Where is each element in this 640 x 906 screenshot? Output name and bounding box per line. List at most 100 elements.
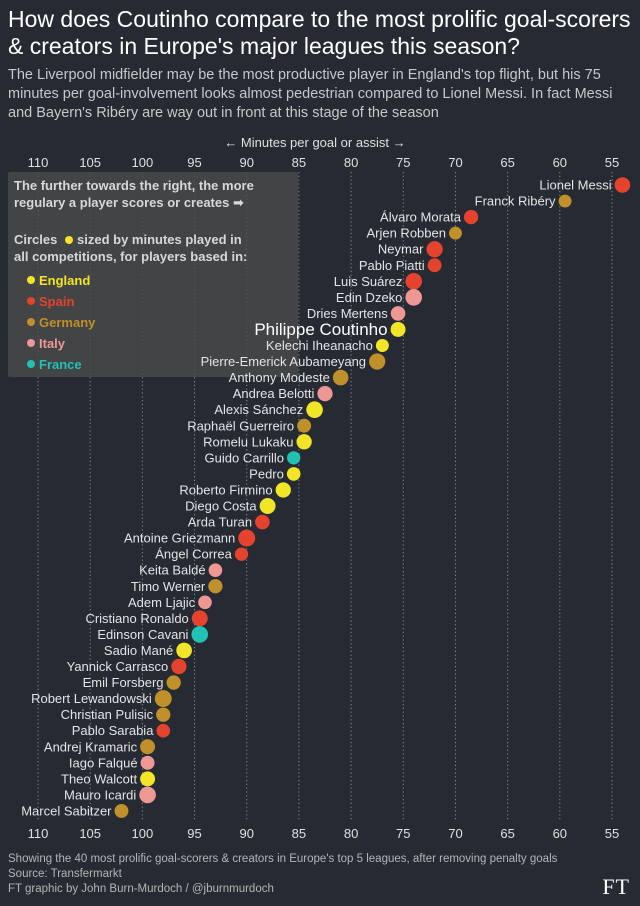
label-neymar: Neymar: [378, 242, 424, 257]
label-arda-turan: Arda Turan: [188, 515, 252, 530]
point-arda-turan: [255, 514, 270, 530]
label-philippe-coutinho: Philippe Coutinho: [254, 320, 387, 339]
legend-dot-spain: [27, 297, 35, 305]
point-christian-pulisic: [156, 707, 171, 722]
x-tick-bottom-85: 85: [292, 826, 306, 841]
point-theo-walcott: [140, 771, 156, 787]
label-diego-costa: Diego Costa: [185, 499, 257, 514]
point-kelechi-iheanacho: [375, 339, 389, 352]
legend-label-spain: Spain: [39, 294, 74, 309]
label-edinson-cavani: Edinson Cavani: [97, 627, 188, 642]
x-tick-bottom-90: 90: [239, 826, 253, 841]
legend-label-england: England: [39, 273, 90, 288]
legend-size-line-1b: sized by minutes played in: [77, 232, 242, 247]
label-franck-rib-ry: Franck Ribéry: [475, 194, 556, 209]
point-pierre-emerick-aubameyang: [369, 353, 386, 370]
point-neymar: [426, 241, 443, 258]
point-pedro: [286, 467, 301, 481]
label-romelu-lukaku: Romelu Lukaku: [203, 434, 293, 449]
point-pablo-sarabia: [156, 723, 171, 738]
label-yannick-carrasco: Yannick Carrasco: [67, 659, 169, 674]
label-anthony-modeste: Anthony Modeste: [229, 370, 330, 385]
x-tick-bottom-80: 80: [344, 826, 358, 841]
label-alexis-s-nchez: Alexis Sánchez: [214, 402, 303, 417]
label-luis-su-rez: Luis Suárez: [334, 274, 403, 289]
x-tick-top-110: 110: [28, 155, 49, 170]
point-franck-rib-ry: [558, 194, 572, 208]
x-ticks-top: 110 105 100 95 90 85 80 75 70 65 60 55: [28, 155, 620, 170]
point-romelu-lukaku: [296, 434, 312, 450]
x-tick-top-65: 65: [500, 155, 514, 170]
x-tick-top-75: 75: [396, 155, 410, 170]
label-antoine-griezmann: Antoine Griezmann: [124, 531, 235, 546]
label-emil-forsberg: Emil Forsberg: [83, 675, 164, 690]
legend-dot-italy: [27, 339, 35, 347]
label-pedro: Pedro: [249, 466, 284, 481]
point-adem-ljajic: [198, 595, 212, 610]
label-theo-walcott: Theo Walcott: [61, 771, 137, 786]
label-roberto-firmino: Roberto Firmino: [179, 482, 272, 497]
legend-label-italy: Italy: [39, 336, 66, 351]
point-antoine-griezmann: [238, 529, 256, 547]
label-pablo-piatti: Pablo Piatti: [359, 258, 425, 273]
label-dries-mertens: Dries Mertens: [307, 306, 388, 321]
x-tick-bottom-75: 75: [396, 826, 410, 841]
point-edinson-cavani: [191, 626, 209, 643]
point-luis-su-rez: [405, 273, 423, 290]
footer-note: Showing the 40 most prolific goal-scorer…: [8, 853, 558, 865]
legend-dot-england: [27, 276, 35, 284]
point-dries-mertens: [390, 306, 406, 321]
label-sadio-man-: Sadio Mané: [104, 643, 173, 658]
point--ngel-correa: [234, 547, 249, 561]
point-alexis-s-nchez: [306, 401, 323, 418]
point-keita-bald-: [208, 563, 223, 578]
label-mauro-icardi: Mauro Icardi: [64, 787, 136, 802]
point-edin-dzeko: [405, 289, 423, 306]
point-timo-werner: [208, 579, 223, 594]
legend-dot-france: [27, 360, 35, 368]
point-diego-costa: [259, 498, 276, 514]
x-tick-bottom-60: 60: [553, 826, 567, 841]
label-adem-ljajic: Adem Ljajic: [128, 595, 196, 610]
point-mauro-icardi: [139, 786, 156, 804]
legend: The further towards the right, the more …: [8, 172, 298, 377]
grid-lines: [37, 172, 613, 820]
label-robert-lewandowski: Robert Lewandowski: [31, 691, 152, 706]
point-anthony-modeste: [332, 369, 349, 386]
x-tick-top-95: 95: [187, 155, 201, 170]
legend-dot-germany: [27, 318, 35, 326]
x-ticks-bottom: 110 105 100 95 90 85 80 75 70 65 60 55: [28, 826, 620, 841]
x-tick-top-55: 55: [605, 155, 619, 170]
label-marcel-sabitzer: Marcel Sabitzer: [21, 803, 112, 818]
legend-size-dot: [65, 236, 73, 244]
point-roberto-firmino: [275, 482, 291, 498]
legend-line-2: regulary a player scores or creates ➡: [14, 195, 244, 210]
x-tick-bottom-65: 65: [500, 826, 514, 841]
point--lvaro-morata: [463, 209, 479, 225]
x-tick-top-105: 105: [79, 155, 101, 170]
x-tick-bottom-100: 100: [132, 826, 154, 841]
x-tick-top-80: 80: [344, 155, 358, 170]
footer-credit: FT graphic by John Burn-Murdoch / @jburn…: [8, 883, 274, 895]
point-yannick-carrasco: [171, 658, 187, 675]
point-cristiano-ronaldo: [191, 610, 208, 627]
label-arjen-robben: Arjen Robben: [366, 226, 446, 241]
legend-box: [8, 172, 298, 377]
x-tick-top-60: 60: [553, 155, 567, 170]
axis-label: ← Minutes per goal or assist →: [224, 135, 405, 150]
x-tick-top-90: 90: [239, 155, 253, 170]
x-tick-top-70: 70: [448, 155, 462, 170]
point-arjen-robben: [448, 226, 462, 240]
legend-label-france: France: [39, 357, 82, 372]
x-tick-bottom-55: 55: [605, 826, 619, 841]
point-pablo-piatti: [427, 258, 442, 273]
label-edin-dzeko: Edin Dzeko: [336, 290, 402, 305]
label-pierre-emerick-aubameyang: Pierre-Emerick Aubameyang: [201, 354, 366, 369]
point-andrea-belotti: [317, 386, 333, 402]
legend-items: England Spain Germany Italy France: [27, 273, 96, 372]
x-tick-bottom-95: 95: [187, 826, 201, 841]
point-sadio-man-: [176, 642, 192, 659]
point-philippe-coutinho: [390, 321, 406, 337]
point-marcel-sabitzer: [114, 803, 129, 818]
